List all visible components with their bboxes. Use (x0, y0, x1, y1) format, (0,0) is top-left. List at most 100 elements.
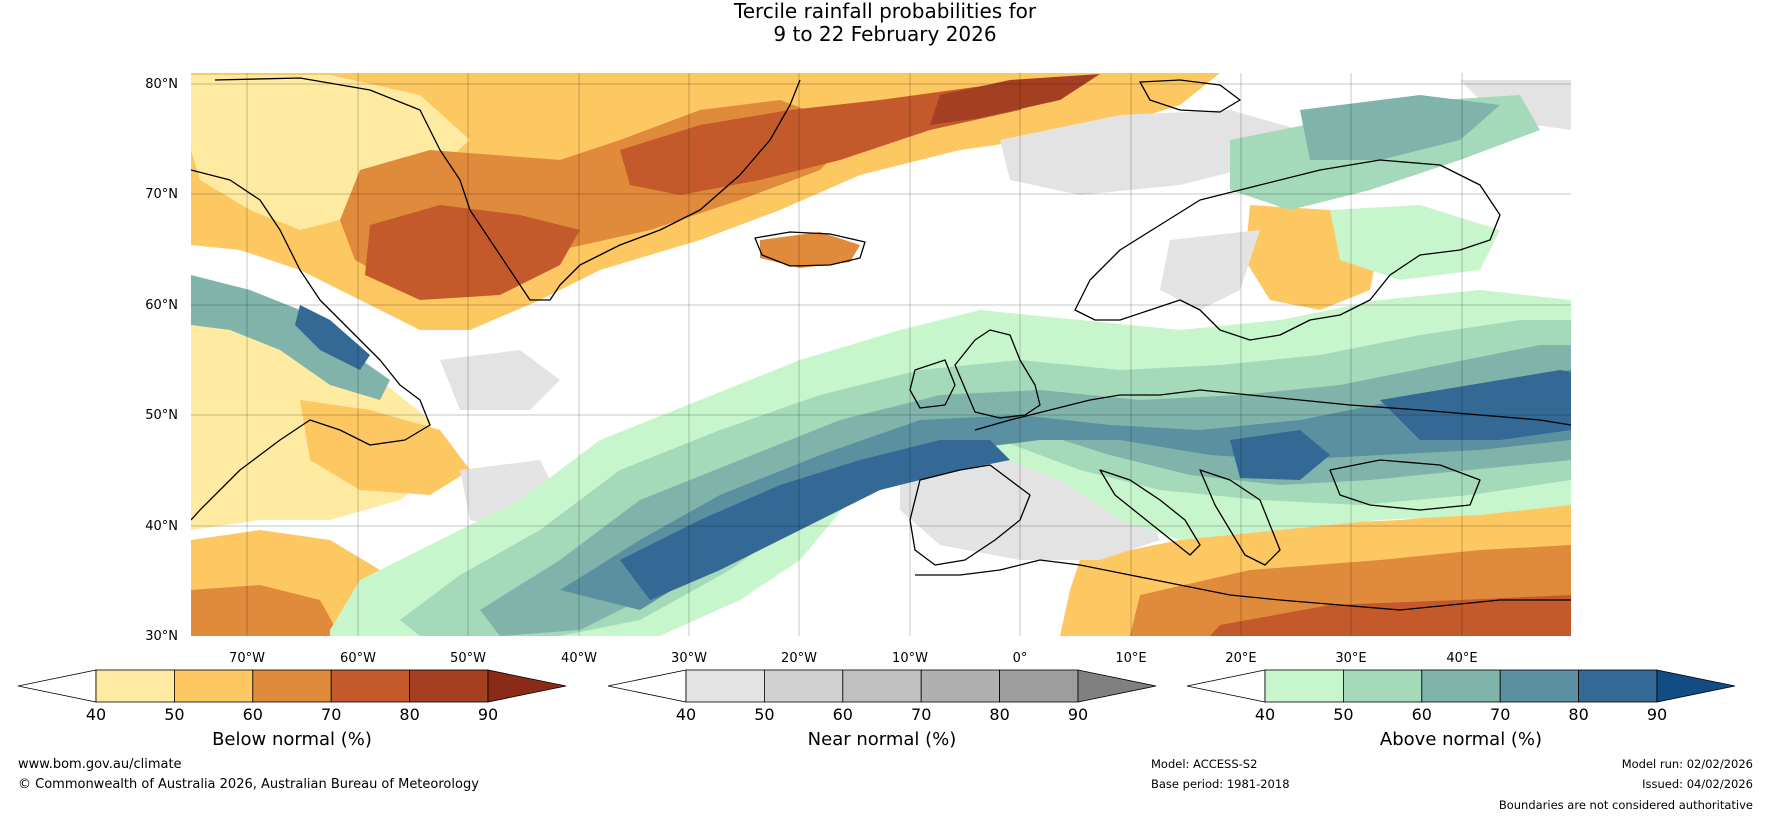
colorbar-below-normal: 40 50 60 70 80 90 (17, 669, 567, 724)
above-normal-area-labrador-sea (191, 275, 390, 400)
footer-model-run: Model run: 02/02/2026 (1622, 757, 1753, 771)
near-normal-area-arctic (1000, 110, 1300, 195)
colorbar-arrow-high (487, 669, 567, 703)
ireland-coastline (909, 359, 956, 409)
colorbar-segment (1499, 669, 1579, 703)
footer-base-period: Base period: 1981-2018 (1151, 777, 1290, 791)
balkans-greece-coastline (1199, 469, 1281, 566)
colorbar-segment (1343, 669, 1423, 703)
colorbar-segment (330, 669, 411, 703)
lon-label: 0° (1013, 651, 1028, 666)
lon-label: 20°W (781, 651, 817, 666)
italy-coastline (1099, 469, 1201, 556)
near-normal-area-east-europe (1160, 230, 1260, 310)
colorbar-above-normal: 40 50 60 70 80 90 (1186, 669, 1736, 724)
below-normal-areas (191, 73, 1571, 636)
colorbar-segment (1578, 669, 1658, 703)
lon-label: 60°W (340, 651, 376, 666)
lon-label: 70°W (229, 651, 265, 666)
lon-label: 50°W (450, 651, 486, 666)
iberia-coastline (909, 464, 1031, 566)
lat-label: 40°N (145, 519, 178, 534)
colorbar-arrow-low (17, 669, 97, 703)
iceland-coastline (754, 231, 866, 267)
legend-near-normal: 40 50 60 70 80 90 Near normal (%) (607, 669, 1157, 750)
colorbar-arrow-high (1077, 669, 1157, 703)
colorbar-near-normal: 40 50 60 70 80 90 (607, 669, 1157, 724)
north-america-coastline (191, 169, 431, 521)
lon-label: 40°E (1446, 651, 1477, 666)
footer-disclaimer: Boundaries are not considered authoritat… (1499, 798, 1753, 812)
lat-label: 60°N (145, 298, 178, 313)
below-normal-area-east-greenland-core (365, 205, 580, 300)
map-panel (191, 73, 1571, 636)
lat-label: 70°N (145, 187, 178, 202)
british-isles-coastline (954, 329, 1041, 419)
legend-title-below-normal: Below normal (%) (212, 729, 372, 750)
footer-model: Model: ACCESS-S2 (1151, 757, 1257, 771)
colorbar-segment (252, 669, 332, 703)
footer-website: www.bom.gov.au/climate (18, 757, 182, 772)
scandinavia-coastline (1074, 159, 1501, 341)
colorbar-arrow-low (1186, 669, 1266, 703)
longitude-labels: 70°W 60°W 50°W 40°W 30°W 20°W 10°W 0° 10… (229, 651, 1478, 666)
colorbar-tick-label: 70 (911, 705, 931, 724)
colorbar-tick-label: 60 (833, 705, 853, 724)
above-normal-area-north-sea (1300, 95, 1500, 160)
title-line-2: 9 to 22 February 2026 (773, 22, 996, 46)
colorbar-tick-label: 90 (478, 705, 498, 724)
colorbar-segment (764, 669, 844, 703)
below-normal-area-sw-atlantic-strong (191, 585, 340, 636)
colorbar-tick-label: 70 (1490, 705, 1510, 724)
above-normal-area-labrador-core (295, 305, 370, 370)
above-normal-area-band-70 (480, 345, 1571, 636)
colorbar-segment (409, 669, 489, 703)
legend-above-normal: 40 50 60 70 80 90 Above normal (%) (1186, 669, 1736, 750)
colorbar-tick-label: 50 (754, 705, 774, 724)
black-sea-coastline (1329, 459, 1481, 511)
lat-label: 80°N (145, 77, 178, 92)
europe-coastline (974, 389, 1571, 431)
above-normal-areas (191, 95, 1571, 636)
near-normal-area-atlantic-mid (440, 350, 560, 410)
footer-copyright: © Commonwealth of Australia 2026, Austra… (18, 777, 479, 792)
colorbar-tick-label: 80 (1568, 705, 1588, 724)
colorbar-segment (999, 669, 1079, 703)
footer-issued: Issued: 04/02/2026 (1642, 777, 1753, 791)
lat-label: 30°N (145, 629, 178, 644)
below-normal-area-north-peak (930, 74, 1100, 125)
colorbar-tick-label: 90 (1068, 705, 1088, 724)
above-normal-area-band-80 (560, 370, 1571, 610)
colorbar-segment (95, 669, 175, 703)
below-normal-area-iceland (760, 232, 860, 268)
lat-label: 50°N (145, 408, 178, 423)
colorbar-tick-label: 80 (399, 705, 419, 724)
above-normal-area-balkans (1230, 430, 1330, 480)
above-normal-area-ukraine (1330, 205, 1500, 280)
below-normal-area-north-africa-core (1210, 595, 1571, 636)
north-africa-coastline (915, 559, 1571, 611)
colorbar-tick-label: 70 (321, 705, 341, 724)
colorbar-tick-label: 80 (989, 705, 1009, 724)
lon-label: 10°W (892, 651, 928, 666)
colorbar-segment (1421, 669, 1501, 703)
colorbar-tick-label: 60 (1412, 705, 1432, 724)
colorbar-segment (842, 669, 922, 703)
lon-label: 30°E (1335, 651, 1366, 666)
map-gridlines (191, 73, 1571, 636)
colorbar-tick-label: 50 (164, 705, 184, 724)
latitude-labels: 80°N 70°N 60°N 50°N 40°N 30°N (145, 77, 178, 644)
lon-label: 10°E (1115, 651, 1146, 666)
greenland-coastline (214, 77, 801, 301)
above-normal-area-russia (1380, 370, 1571, 440)
colorbar-tick-label: 60 (243, 705, 263, 724)
title-line-1: Tercile rainfall probabilities for (733, 0, 1037, 23)
colorbar-tick-label: 40 (1255, 705, 1275, 724)
colorbar-tick-label: 90 (1647, 705, 1667, 724)
footer: www.bom.gov.au/climate © Commonwealth of… (18, 757, 1753, 812)
lon-label: 20°E (1225, 651, 1256, 666)
lon-label: 40°W (561, 651, 597, 666)
colorbar-tick-label: 40 (676, 705, 696, 724)
above-normal-area-band-90 (620, 440, 1010, 600)
